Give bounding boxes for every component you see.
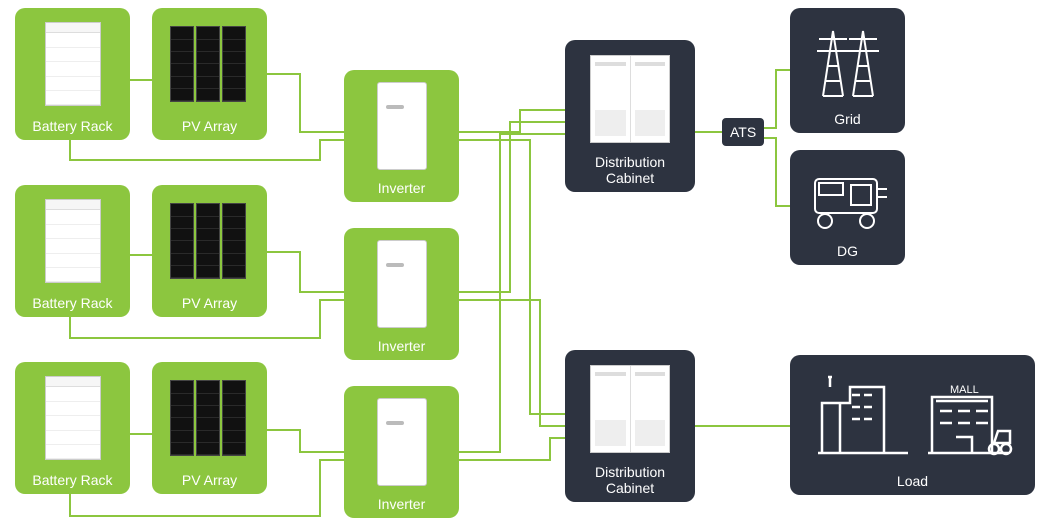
pv-array-2: PV Array <box>152 185 267 317</box>
generator-icon <box>796 156 899 240</box>
cabinet-icon <box>571 356 689 461</box>
battery-rack-1-label: Battery Rack <box>32 119 112 134</box>
wire <box>764 138 790 206</box>
load-node: MALL Load <box>790 355 1035 495</box>
ats-label: ATS <box>730 124 756 140</box>
wire <box>459 134 565 452</box>
pv-array-1-label: PV Array <box>182 119 237 134</box>
wire <box>459 438 565 460</box>
ats-node: ATS <box>722 118 764 146</box>
building-icon: MALL <box>796 361 1029 470</box>
solar-panel-icon <box>158 14 261 115</box>
inverter-icon <box>350 234 453 335</box>
inverter-2-label: Inverter <box>378 339 425 354</box>
wire <box>459 140 565 414</box>
battery-rack-2-label: Battery Rack <box>32 296 112 311</box>
battery-icon <box>21 191 124 292</box>
battery-rack-2: Battery Rack <box>15 185 130 317</box>
distribution-cabinet-1: Distribution Cabinet <box>565 40 695 192</box>
dg-label: DG <box>837 244 858 259</box>
inverter-1-label: Inverter <box>378 181 425 196</box>
distribution-cabinet-2: Distribution Cabinet <box>565 350 695 502</box>
battery-rack-1: Battery Rack <box>15 8 130 140</box>
wire <box>267 74 344 132</box>
battery-rack-3: Battery Rack <box>15 362 130 494</box>
solar-panel-icon <box>158 368 261 469</box>
load-label: Load <box>897 474 928 489</box>
pv-array-1: PV Array <box>152 8 267 140</box>
wire <box>764 70 790 128</box>
grid-node: Grid <box>790 8 905 133</box>
cabinet-icon <box>571 46 689 151</box>
solar-panel-icon <box>158 191 261 292</box>
grid-label: Grid <box>834 112 860 127</box>
distribution-cabinet-1-label: Distribution Cabinet <box>571 155 689 186</box>
inverter-2: Inverter <box>344 228 459 360</box>
wire <box>70 140 344 160</box>
inverter-3: Inverter <box>344 386 459 518</box>
pv-array-2-label: PV Array <box>182 296 237 311</box>
inverter-icon <box>350 76 453 177</box>
pv-array-3-label: PV Array <box>182 473 237 488</box>
wire <box>459 122 565 292</box>
distribution-cabinet-2-label: Distribution Cabinet <box>571 465 689 496</box>
inverter-icon <box>350 392 453 493</box>
svg-text:MALL: MALL <box>950 384 979 396</box>
dg-node: DG <box>790 150 905 265</box>
wire <box>459 300 565 426</box>
inverter-3-label: Inverter <box>378 497 425 512</box>
wire <box>267 252 344 292</box>
battery-icon <box>21 368 124 469</box>
pv-array-3: PV Array <box>152 362 267 494</box>
inverter-1: Inverter <box>344 70 459 202</box>
battery-rack-3-label: Battery Rack <box>32 473 112 488</box>
power-tower-icon <box>796 14 899 108</box>
wire <box>459 110 565 132</box>
battery-icon <box>21 14 124 115</box>
wire <box>267 430 344 452</box>
